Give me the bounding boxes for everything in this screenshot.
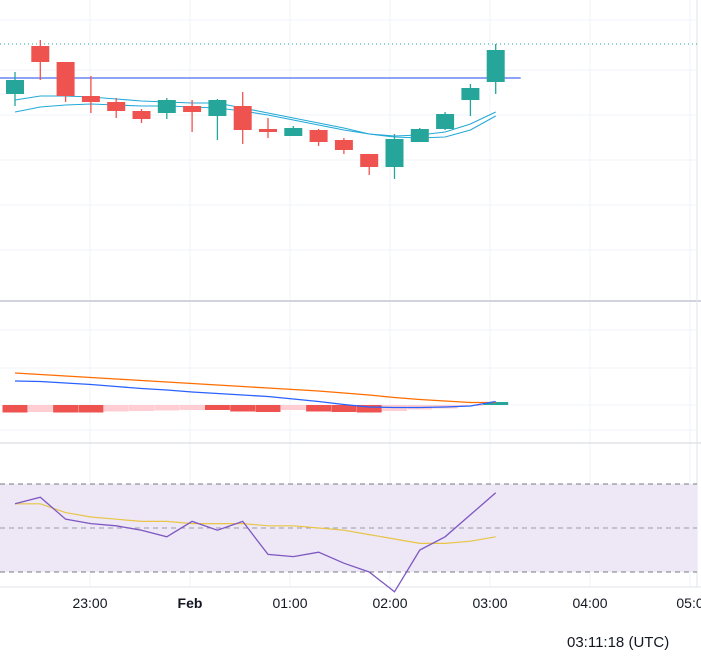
x-axis-tick-label: 04:00 (572, 595, 607, 611)
candle-body (461, 88, 479, 100)
candle (133, 109, 151, 123)
candle (208, 99, 226, 140)
utc-time-readout[interactable]: 03:11:18 (UTC) (567, 634, 669, 651)
x-axis-tick-label: Feb (178, 595, 203, 611)
rsi-background-band (0, 484, 697, 572)
macd-histogram-bar (180, 405, 205, 410)
candle-body (31, 46, 49, 62)
macd-histogram-bar (53, 405, 78, 413)
candle-body (386, 139, 404, 167)
macd-histogram-bar (3, 405, 28, 413)
macd-histogram-bar (331, 405, 356, 412)
candle-body (284, 128, 302, 136)
x-axis-tick-label: 23:00 (72, 595, 107, 611)
candle (487, 44, 505, 94)
candle-body (158, 100, 176, 113)
candle-body (82, 96, 100, 102)
x-axis-tick-label: 03:00 (472, 595, 507, 611)
macd-histogram-bar (154, 405, 179, 411)
macd-signal-line (15, 373, 496, 403)
candle (335, 138, 353, 154)
candle-body (360, 154, 378, 167)
candle (436, 112, 454, 130)
macd-histogram-bar (129, 405, 154, 411)
candle (57, 62, 75, 102)
macd-histogram-bar (205, 405, 230, 410)
candle (183, 100, 201, 132)
candle-body (6, 80, 24, 94)
candle-body (208, 100, 226, 116)
candle (259, 118, 277, 138)
candle-body (335, 140, 353, 150)
candle (461, 84, 479, 116)
candle-body (133, 111, 151, 119)
candle (284, 126, 302, 136)
x-axis-tick-label: 02:00 (372, 595, 407, 611)
macd-histogram-bar (256, 405, 281, 412)
candle (386, 134, 404, 179)
candle-body (436, 114, 454, 129)
candle-body (183, 106, 201, 112)
x-axis-tick-label: 01:00 (272, 595, 307, 611)
candle-body (57, 62, 75, 96)
candle-body (107, 102, 125, 111)
candle (234, 92, 252, 144)
candle-body (310, 130, 328, 142)
macd-histogram-bar (281, 405, 306, 410)
candle (31, 40, 49, 80)
candle-body (259, 129, 277, 132)
candle-body (234, 106, 252, 130)
candle-body (411, 129, 429, 142)
macd-histogram-bar (104, 405, 129, 412)
candle (6, 72, 24, 106)
x-axis-tick-label: 05:0 (676, 595, 701, 611)
candle-body (487, 50, 505, 82)
candle (360, 154, 378, 175)
macd-line (15, 381, 496, 408)
macd-histogram-bar (28, 405, 53, 412)
candle (82, 76, 100, 113)
candle (411, 128, 429, 142)
candle (158, 98, 176, 119)
macd-histogram-bar (78, 405, 103, 413)
macd-histogram-bar (230, 405, 255, 412)
candle (310, 129, 328, 146)
macd-histogram-bar (306, 405, 331, 412)
